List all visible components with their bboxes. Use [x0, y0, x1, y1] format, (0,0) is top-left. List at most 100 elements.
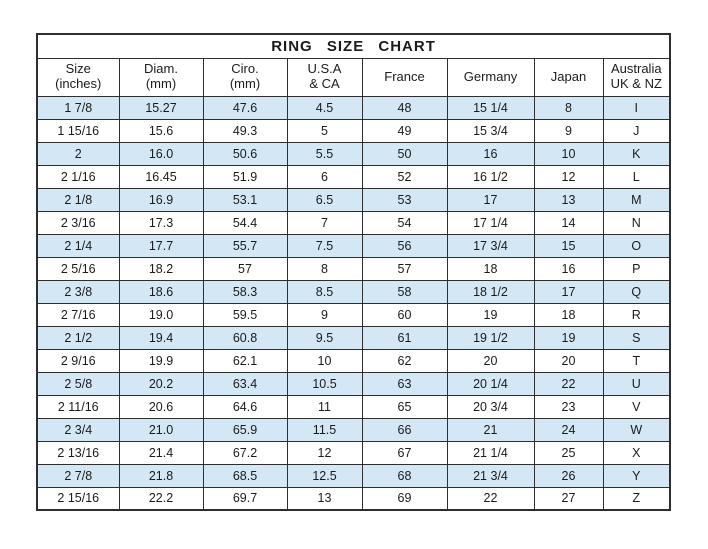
- cell-diam-mm: 19.9: [118, 348, 204, 373]
- cell-size-inches: 2 9/16: [36, 348, 120, 373]
- cell-size-inches: 2 15/16: [36, 486, 120, 511]
- cell-diam-mm: 17.7: [118, 233, 204, 258]
- table-row: 2 3/16 17.3 54.4 7 54 17 1/4 14 N: [36, 210, 671, 235]
- cell-japan: 19: [533, 325, 604, 350]
- column-header-line2: & CA: [309, 76, 340, 91]
- column-header-line1: Diam.: [144, 61, 178, 77]
- column-header-ciro-mm: Ciro. (mm): [202, 57, 288, 97]
- cell-size-inches: 2 3/8: [36, 279, 120, 304]
- cell-france: 53: [361, 187, 448, 212]
- cell-ciro-mm: 47.6: [202, 95, 288, 120]
- cell-ciro-mm: 59.5: [202, 302, 288, 327]
- cell-usa-ca: 5.5: [286, 141, 363, 166]
- cell-diam-mm: 21.8: [118, 463, 204, 488]
- cell-ciro-mm: 53.1: [202, 187, 288, 212]
- cell-diam-mm: 15.6: [118, 118, 204, 143]
- column-header-australia-uk-nz: Australia UK & NZ: [602, 57, 671, 97]
- cell-usa-ca: 12.5: [286, 463, 363, 488]
- cell-germany: 16 1/2: [446, 164, 535, 189]
- cell-germany: 21 1/4: [446, 440, 535, 465]
- cell-diam-mm: 21.4: [118, 440, 204, 465]
- column-header-line1: Australia: [610, 61, 662, 77]
- cell-usa-ca: 5: [286, 118, 363, 143]
- cell-france: 67: [361, 440, 448, 465]
- cell-germany: 17 1/4: [446, 210, 535, 235]
- cell-ciro-mm: 50.6: [202, 141, 288, 166]
- table-row: 2 7/8 21.8 68.5 12.5 68 21 3/4 26 Y: [36, 463, 671, 488]
- cell-japan: 20: [533, 348, 604, 373]
- cell-usa-ca: 13: [286, 486, 363, 511]
- cell-size-inches: 2 7/16: [36, 302, 120, 327]
- cell-france: 60: [361, 302, 448, 327]
- table-row: 2 5/8 20.2 63.4 10.5 63 20 1/4 22 U: [36, 371, 671, 396]
- cell-diam-mm: 15.27: [118, 95, 204, 120]
- cell-australia-uk-nz: I: [602, 95, 671, 120]
- cell-size-inches: 2 1/8: [36, 187, 120, 212]
- cell-france: 61: [361, 325, 448, 350]
- cell-usa-ca: 7: [286, 210, 363, 235]
- cell-australia-uk-nz: K: [602, 141, 671, 166]
- column-header-line1: Germany: [463, 68, 518, 84]
- cell-usa-ca: 7.5: [286, 233, 363, 258]
- table-row: 2 1/2 19.4 60.8 9.5 61 19 1/2 19 S: [36, 325, 671, 350]
- table-row: 2 1/8 16.9 53.1 6.5 53 17 13 M: [36, 187, 671, 212]
- cell-ciro-mm: 58.3: [202, 279, 288, 304]
- column-header-line1: France: [384, 68, 425, 84]
- cell-australia-uk-nz: R: [602, 302, 671, 327]
- cell-diam-mm: 18.2: [118, 256, 204, 281]
- cell-france: 52: [361, 164, 448, 189]
- cell-australia-uk-nz: T: [602, 348, 671, 373]
- cell-france: 68: [361, 463, 448, 488]
- cell-usa-ca: 8.5: [286, 279, 363, 304]
- cell-australia-uk-nz: Y: [602, 463, 671, 488]
- cell-france: 56: [361, 233, 448, 258]
- cell-diam-mm: 19.4: [118, 325, 204, 350]
- cell-germany: 18: [446, 256, 535, 281]
- cell-australia-uk-nz: N: [602, 210, 671, 235]
- column-header-line1: Ciro.: [231, 61, 259, 77]
- cell-germany: 17: [446, 187, 535, 212]
- cell-japan: 12: [533, 164, 604, 189]
- cell-japan: 8: [533, 95, 604, 120]
- cell-germany: 17 3/4: [446, 233, 535, 258]
- cell-usa-ca: 9: [286, 302, 363, 327]
- cell-germany: 22: [446, 486, 535, 511]
- table-row: 2 1/16 16.45 51.9 6 52 16 1/2 12 L: [36, 164, 671, 189]
- cell-diam-mm: 22.2: [118, 486, 204, 511]
- cell-japan: 22: [533, 371, 604, 396]
- cell-diam-mm: 21.0: [118, 417, 204, 442]
- cell-size-inches: 2 1/16: [36, 164, 120, 189]
- table-body: 1 7/8 15.27 47.6 4.5 48 15 1/4 8 I 1 15/16 15.6 49…: [36, 95, 671, 511]
- cell-germany: 21 3/4: [446, 463, 535, 488]
- cell-france: 69: [361, 486, 448, 511]
- ring-size-chart-table: RING SIZE CHART Size (inches) Diam. (mm) Cir…: [36, 33, 672, 511]
- cell-germany: 15 1/4: [446, 95, 535, 120]
- cell-germany: 16: [446, 141, 535, 166]
- cell-france: 58: [361, 279, 448, 304]
- cell-japan: 17: [533, 279, 604, 304]
- cell-australia-uk-nz: P: [602, 256, 671, 281]
- cell-size-inches: 1 15/16: [36, 118, 120, 143]
- column-header-line2: (mm): [229, 76, 261, 91]
- cell-germany: 20: [446, 348, 535, 373]
- cell-france: 50: [361, 141, 448, 166]
- cell-australia-uk-nz: V: [602, 394, 671, 419]
- column-header-japan: Japan: [533, 57, 604, 97]
- column-header-line1: Japan: [550, 68, 587, 84]
- table-row: 1 15/16 15.6 49.3 5 49 15 3/4 9 J: [36, 118, 671, 143]
- column-header-size-inches: Size (inches): [36, 57, 120, 97]
- cell-ciro-mm: 69.7: [202, 486, 288, 511]
- cell-australia-uk-nz: X: [602, 440, 671, 465]
- cell-ciro-mm: 55.7: [202, 233, 288, 258]
- cell-australia-uk-nz: Q: [602, 279, 671, 304]
- cell-australia-uk-nz: O: [602, 233, 671, 258]
- cell-japan: 24: [533, 417, 604, 442]
- cell-diam-mm: 16.0: [118, 141, 204, 166]
- cell-japan: 16: [533, 256, 604, 281]
- cell-france: 48: [361, 95, 448, 120]
- cell-japan: 26: [533, 463, 604, 488]
- cell-australia-uk-nz: J: [602, 118, 671, 143]
- cell-japan: 10: [533, 141, 604, 166]
- cell-usa-ca: 10: [286, 348, 363, 373]
- column-header-line2: (inches): [55, 76, 102, 91]
